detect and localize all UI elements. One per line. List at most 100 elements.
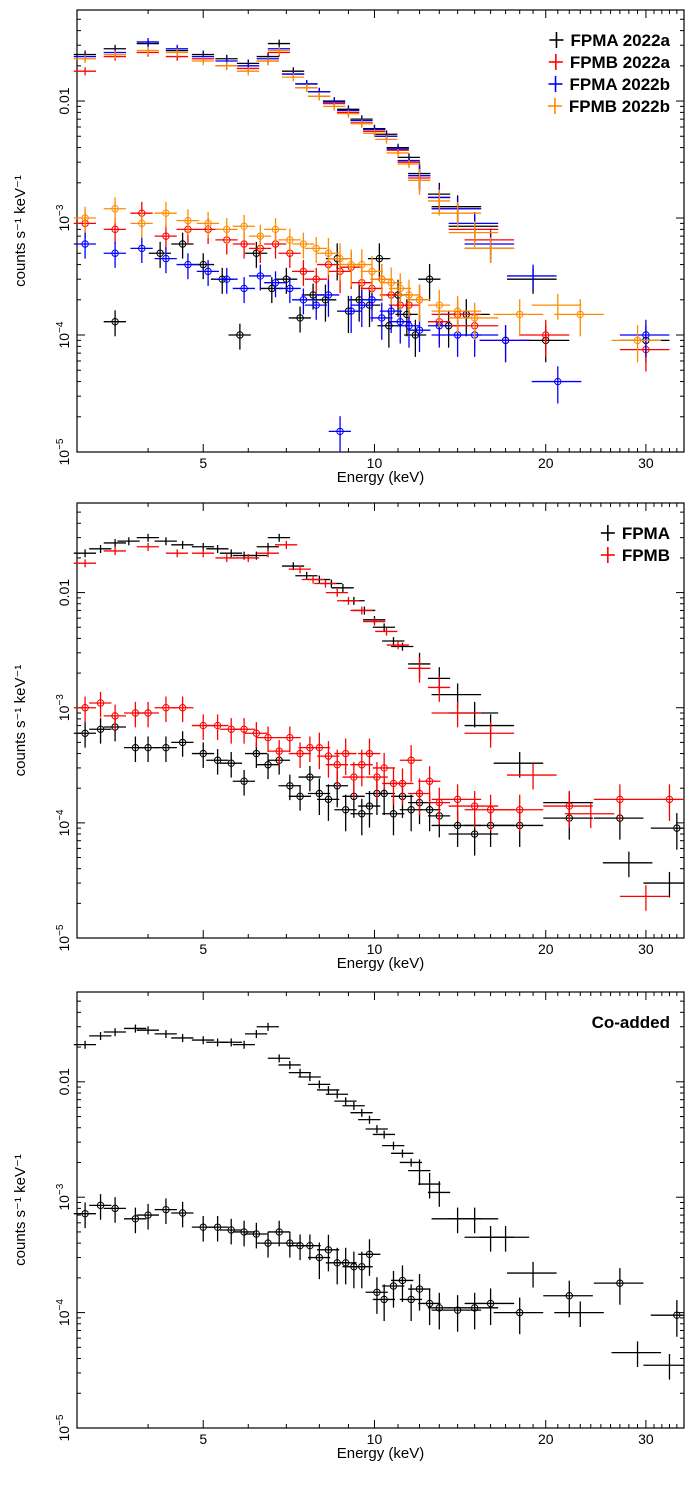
data-point <box>304 267 328 294</box>
data-point <box>244 1222 268 1249</box>
data-marker <box>341 749 350 758</box>
data-point <box>136 38 159 47</box>
y-tick-label: 10−3 <box>55 694 72 721</box>
data-point <box>388 306 412 344</box>
data-point <box>191 1215 215 1242</box>
data-point <box>448 1207 499 1234</box>
data-marker <box>184 260 192 269</box>
data-marker <box>616 1279 624 1287</box>
data-point <box>317 784 340 821</box>
data-point <box>650 1300 684 1337</box>
data-point <box>519 325 570 363</box>
data-point <box>448 1292 499 1330</box>
data-marker <box>315 743 324 752</box>
data-point <box>408 1274 431 1311</box>
data-marker <box>365 802 374 810</box>
data-marker <box>405 291 413 299</box>
data-marker <box>407 1295 415 1304</box>
data-point <box>298 765 321 792</box>
data-marker <box>411 331 420 339</box>
data-point <box>386 641 409 650</box>
data-point <box>232 1040 255 1049</box>
data-point <box>267 46 291 55</box>
data-point <box>397 160 420 169</box>
x-tick-label: 10 <box>367 941 383 957</box>
data-point <box>267 533 291 542</box>
data-marker <box>453 1306 462 1314</box>
data-point <box>73 722 96 748</box>
data-point <box>358 738 381 776</box>
legend-label: FPMA 2022a <box>570 31 670 50</box>
y-tick-label: 10−3 <box>55 1183 72 1210</box>
data-marker <box>375 254 384 263</box>
data-point <box>256 753 279 780</box>
data-point <box>89 1032 112 1041</box>
data-point <box>431 295 482 334</box>
data-marker <box>516 310 524 319</box>
data-marker <box>378 314 386 322</box>
data-point <box>314 579 337 588</box>
data-point <box>464 810 515 847</box>
data-point <box>154 537 177 546</box>
data-point <box>307 1242 331 1280</box>
data-point <box>418 1288 441 1326</box>
data-marker <box>162 254 170 263</box>
data-point <box>543 791 593 828</box>
data-marker <box>341 806 350 814</box>
data-marker <box>425 275 434 283</box>
data-point <box>317 1086 340 1095</box>
data-point <box>154 201 177 228</box>
data-marker <box>296 314 304 322</box>
data-marker <box>81 240 89 248</box>
data-marker <box>144 743 152 752</box>
series-4 <box>73 46 582 320</box>
data-point <box>317 1234 340 1272</box>
data-marker <box>111 712 119 720</box>
data-point <box>154 736 177 763</box>
data-marker <box>470 830 479 838</box>
data-point <box>73 232 96 259</box>
data-marker <box>213 756 222 764</box>
data-point <box>342 1101 365 1110</box>
data-point <box>288 1068 311 1077</box>
x-axis-label: Energy (keV) <box>337 469 425 486</box>
series-5 <box>103 232 670 363</box>
data-marker <box>81 729 89 737</box>
data-point <box>278 228 301 255</box>
data-point <box>519 319 570 357</box>
data-point <box>325 588 349 597</box>
series-1 <box>73 1022 684 1380</box>
data-point <box>171 1034 194 1043</box>
data-point <box>397 279 420 317</box>
data-marker <box>368 296 376 304</box>
data-marker <box>365 1250 374 1259</box>
data-point <box>507 1261 557 1288</box>
data-point <box>493 299 544 337</box>
data-marker <box>396 317 404 326</box>
data-point <box>236 67 260 76</box>
data-point <box>382 1270 405 1308</box>
data-point <box>73 559 96 568</box>
data-marker <box>324 291 333 299</box>
data-marker <box>162 209 170 217</box>
data-marker <box>415 1285 424 1293</box>
y-axis-label: counts s⁻¹ keV⁻¹ <box>12 1154 29 1266</box>
data-point <box>191 549 215 558</box>
data-point <box>375 135 398 144</box>
data-marker <box>347 307 355 315</box>
data-point <box>154 224 177 251</box>
data-point <box>124 1024 147 1033</box>
y-tick-label: 10−5 <box>55 438 72 465</box>
plot-frame <box>76 502 685 939</box>
data-point <box>176 253 199 280</box>
data-point <box>350 249 373 287</box>
legend-entry: FPMB 2022b <box>547 97 670 116</box>
data-point <box>448 310 499 348</box>
data-point <box>288 565 311 574</box>
y-tick-label: 10−5 <box>55 924 72 951</box>
data-marker <box>486 1299 495 1308</box>
data-point <box>399 745 423 782</box>
data-marker <box>264 733 272 742</box>
data-marker <box>415 296 424 304</box>
